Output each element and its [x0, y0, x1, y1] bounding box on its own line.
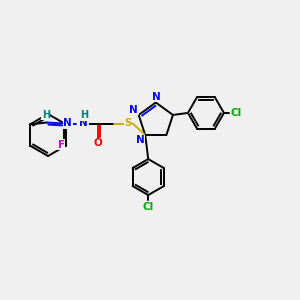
Text: F: F	[58, 140, 65, 149]
Text: N: N	[63, 118, 72, 128]
Text: N: N	[136, 135, 145, 145]
Text: H: H	[42, 110, 50, 119]
Text: N: N	[80, 118, 88, 128]
Text: N: N	[152, 92, 161, 101]
Text: Cl: Cl	[230, 108, 242, 118]
Text: Cl: Cl	[142, 202, 154, 212]
Text: N: N	[129, 105, 138, 115]
Text: H: H	[80, 110, 88, 121]
Text: S: S	[124, 118, 132, 128]
Text: O: O	[93, 139, 102, 148]
